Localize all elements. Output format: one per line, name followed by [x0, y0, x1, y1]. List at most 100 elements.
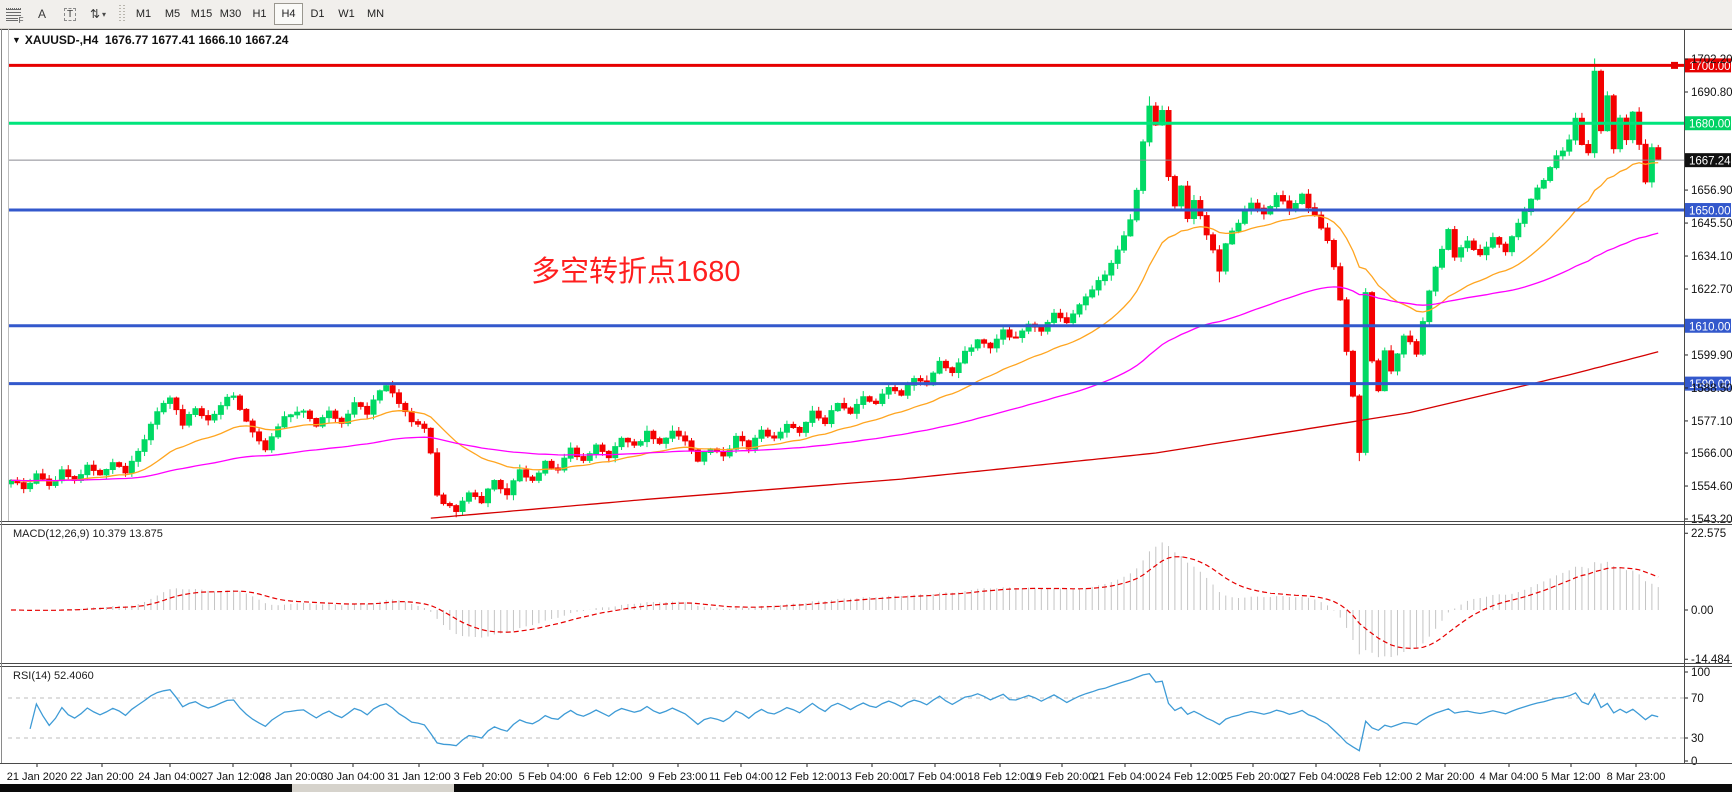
text-label-tool-button[interactable]: A — [29, 2, 55, 26]
macd-panel[interactable]: 22.575 0.00 -14.484 — [11, 528, 1731, 666]
candle — [529, 476, 536, 481]
candle — [141, 439, 148, 452]
fibonacci-tool-button[interactable]: F — [1, 2, 27, 26]
candle — [1362, 292, 1369, 453]
candle — [1413, 341, 1420, 355]
price-axis[interactable]: 1702.20 1690.80 1656.90 1645.50 1634.10 1622.… — [1684, 54, 1732, 526]
candle — [1203, 215, 1210, 236]
candle — [1082, 296, 1089, 306]
candle — [103, 469, 110, 476]
candle — [790, 423, 797, 429]
timeframe-button-h1[interactable]: H1 — [252, 8, 267, 20]
candle — [1591, 70, 1598, 154]
main-plot-area[interactable] — [8, 30, 1684, 521]
candle — [809, 410, 816, 423]
candle — [1171, 176, 1178, 207]
candle — [1496, 237, 1503, 245]
timeframe-button-m1[interactable]: M1 — [135, 8, 152, 20]
candle — [326, 410, 332, 419]
price-level-box — [1685, 376, 1731, 391]
candle — [109, 462, 116, 471]
candle — [1012, 336, 1019, 339]
candle — [523, 469, 530, 478]
candle — [1006, 329, 1013, 338]
candle — [1184, 185, 1191, 219]
candle — [1216, 249, 1223, 272]
time-axis[interactable]: 21 Jan 2020 22 Jan 20:00 24 Jan 04:00 27 Ja… — [7, 763, 1666, 783]
candle — [1566, 139, 1573, 152]
candle — [1464, 240, 1471, 249]
fibonacci-icon: F — [5, 7, 24, 25]
price-tick-label: 1599.90 — [1691, 350, 1732, 362]
time-tick-label: 11 Feb 04:00 — [709, 771, 773, 783]
candle — [173, 397, 180, 411]
candle — [434, 452, 441, 496]
timeframe-button-m5[interactable]: M5 — [164, 8, 181, 20]
price-tick-label: 1577.10 — [1691, 416, 1732, 428]
symbol-ohlc-line: ▼ XAUUSD-,H4 1676.77 1677.41 1666.10 1667… — [12, 33, 288, 47]
candle — [663, 437, 670, 444]
text-box-tool-button[interactable]: T — [57, 2, 83, 26]
taskbar-active-segment[interactable] — [292, 784, 454, 792]
price-level-label: 1610.00 — [1689, 321, 1731, 333]
time-tick-label: 5 Feb 04:00 — [519, 771, 578, 783]
candle — [618, 437, 625, 448]
candle — [1470, 240, 1477, 250]
candle — [1648, 147, 1655, 183]
candle — [586, 453, 593, 461]
rsi-line — [29, 672, 1659, 752]
price-level-label: 1667.24 — [1689, 156, 1731, 168]
candle — [1121, 235, 1127, 251]
time-tick-label: 12 Feb 12:00 — [775, 771, 840, 783]
candle — [20, 482, 27, 490]
price-level-box — [1685, 58, 1731, 73]
candle — [1502, 243, 1509, 253]
candle — [478, 495, 485, 504]
rsi-panel[interactable]: 100 70 30 0 — [8, 667, 1710, 768]
candle — [1127, 219, 1134, 237]
candle — [472, 492, 479, 497]
time-tick-label: 2 Mar 20:00 — [1416, 771, 1475, 783]
candle — [147, 423, 154, 441]
candle — [46, 478, 53, 486]
candle — [243, 408, 250, 422]
toolbar-drag-handle[interactable] — [118, 5, 126, 23]
candle — [281, 416, 288, 428]
chevron-down-icon[interactable]: ▾ — [102, 9, 107, 19]
candle — [745, 440, 752, 450]
timeframe-button-h4[interactable]: H4 — [274, 3, 303, 25]
candle — [376, 390, 383, 401]
candle — [771, 435, 778, 439]
timeframe-button-m30[interactable]: M30 — [219, 8, 242, 20]
candle — [1133, 189, 1140, 221]
candle — [256, 431, 263, 442]
candle — [415, 421, 422, 425]
timeframe-button-m15[interactable]: M15 — [190, 8, 213, 20]
candle — [1210, 234, 1217, 251]
time-tick-label: 27 Jan 12:00 — [201, 771, 265, 783]
candle — [987, 342, 994, 349]
candle — [644, 430, 650, 443]
candle — [1623, 117, 1630, 141]
candle — [1000, 329, 1007, 340]
arrows-tool-button[interactable]: ⇅ ▾ — [85, 2, 111, 26]
price-tick-label: 1690.80 — [1691, 87, 1732, 99]
price-tick-label: 1554.60 — [1691, 481, 1732, 493]
candle — [1636, 111, 1643, 145]
line-anchor-marker[interactable] — [1671, 61, 1678, 69]
arrows-icon: ⇅ — [89, 7, 101, 21]
timeframe-button-mn[interactable]: MN — [366, 8, 385, 20]
timeframe-button-w1[interactable]: W1 — [338, 8, 355, 20]
time-tick-label: 13 Feb 20:00 — [840, 771, 905, 783]
candle — [885, 387, 892, 395]
candle — [599, 444, 606, 452]
timeframe-button-d1[interactable]: D1 — [310, 8, 325, 20]
candle — [357, 402, 364, 407]
candle — [1655, 147, 1662, 160]
candle — [739, 435, 746, 442]
time-tick-label: 27 Feb 04:00 — [1284, 771, 1349, 783]
candle — [1629, 111, 1636, 141]
candle — [1451, 229, 1458, 258]
collapse-triangle-icon[interactable]: ▼ — [12, 35, 21, 45]
time-tick-label: 24 Feb 12:00 — [1159, 771, 1224, 783]
